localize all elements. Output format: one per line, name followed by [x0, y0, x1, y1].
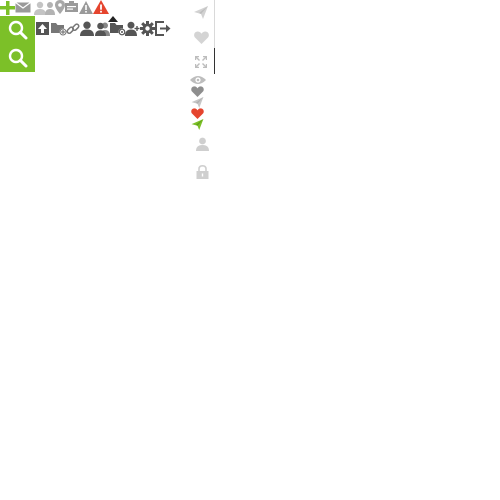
lock-icon[interactable] — [196, 165, 209, 179]
caret-up-icon — [108, 16, 118, 22]
eye-icon[interactable] — [190, 75, 206, 85]
user-icon[interactable] — [80, 21, 94, 36]
heart-icon[interactable] — [194, 31, 209, 44]
heart-icon[interactable] — [191, 108, 204, 119]
search-button[interactable] — [0, 44, 35, 72]
expand-icon[interactable] — [195, 56, 207, 68]
search-icon — [8, 48, 28, 68]
envelope-icon[interactable] — [15, 2, 31, 13]
warning-icon — [79, 1, 93, 14]
folder-add-icon[interactable] — [51, 22, 67, 36]
send-icon[interactable] — [191, 97, 204, 108]
plus-icon[interactable] — [0, 0, 16, 16]
send-icon[interactable] — [191, 119, 204, 130]
search-icon — [8, 20, 28, 40]
logout-icon[interactable] — [155, 21, 171, 36]
folder-shared-icon[interactable] — [110, 22, 126, 36]
id-card-icon[interactable] — [65, 1, 78, 12]
user-icon[interactable] — [196, 137, 209, 151]
location-pin-icon[interactable] — [55, 0, 65, 14]
user-icon[interactable] — [34, 1, 46, 15]
column-divider — [214, 0, 215, 48]
users-icon[interactable] — [95, 21, 110, 36]
column-divider — [214, 48, 215, 74]
upload-icon[interactable] — [36, 22, 49, 35]
search-button[interactable] — [0, 16, 35, 44]
user-add-icon[interactable] — [125, 21, 141, 36]
gear-icon[interactable] — [140, 21, 155, 36]
send-icon[interactable] — [194, 6, 208, 19]
alert-icon — [93, 0, 109, 14]
link-icon[interactable] — [66, 22, 80, 36]
heart-icon[interactable] — [191, 86, 204, 97]
user-icon[interactable] — [45, 1, 55, 15]
